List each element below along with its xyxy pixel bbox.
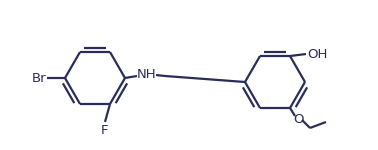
Text: NH: NH bbox=[137, 69, 157, 81]
Text: Br: Br bbox=[31, 72, 46, 84]
Text: F: F bbox=[101, 124, 109, 137]
Text: OH: OH bbox=[307, 48, 327, 60]
Text: O: O bbox=[293, 114, 303, 126]
